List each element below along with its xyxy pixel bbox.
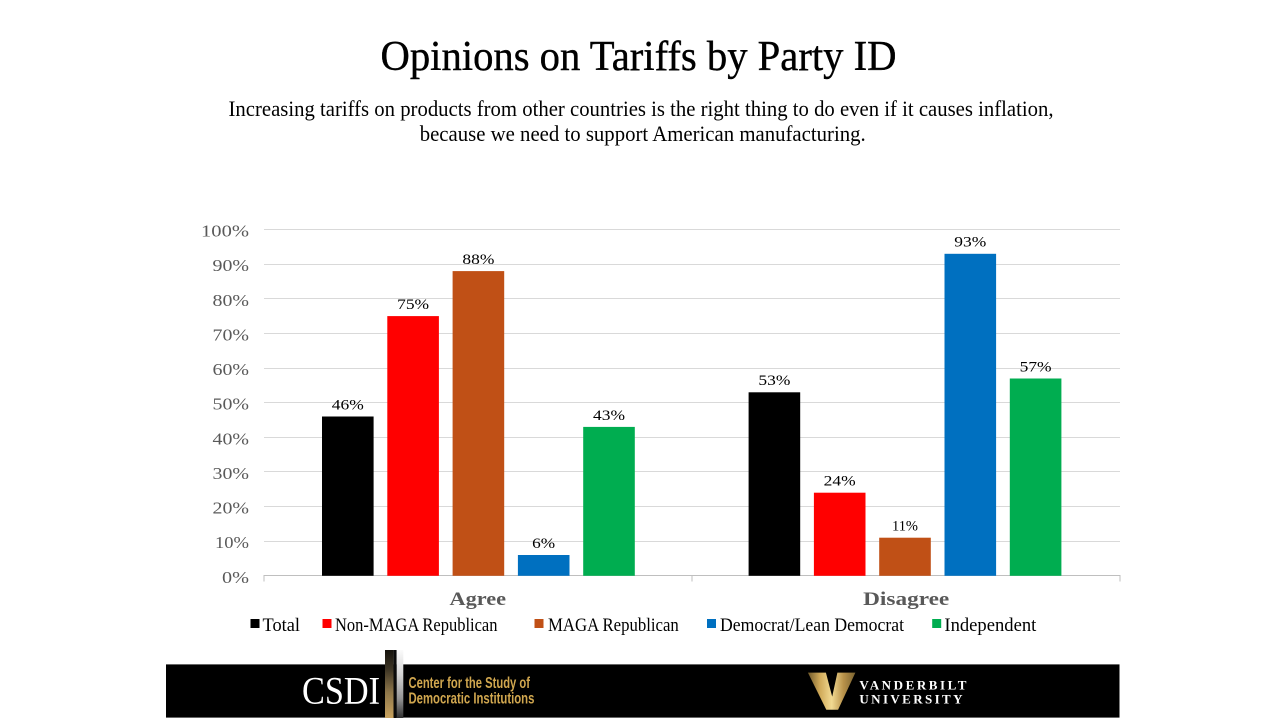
svg-text:0%: 0% <box>222 568 249 587</box>
svg-text:Democrat/Lean Democrat: Democrat/Lean Democrat <box>720 616 905 636</box>
svg-text:80%: 80% <box>213 291 250 310</box>
svg-text:6%: 6% <box>532 536 555 552</box>
svg-text:57%: 57% <box>1020 359 1052 375</box>
svg-text:40%: 40% <box>213 429 250 448</box>
svg-text:93%: 93% <box>954 235 986 251</box>
svg-text:10%: 10% <box>215 533 249 552</box>
svg-text:Increasing tariffs on products: Increasing tariffs on products from othe… <box>229 96 1054 121</box>
svg-text:MAGA Republican: MAGA Republican <box>548 616 679 636</box>
svg-text:70%: 70% <box>213 326 250 345</box>
svg-text:50%: 50% <box>213 395 250 414</box>
svg-text:75%: 75% <box>397 297 429 313</box>
svg-text:Democratic Institutions: Democratic Institutions <box>409 691 535 708</box>
svg-text:20%: 20% <box>213 499 250 518</box>
svg-text:53%: 53% <box>758 373 790 389</box>
svg-text:43%: 43% <box>593 408 625 424</box>
svg-text:Disagree: Disagree <box>863 590 949 610</box>
svg-text:88%: 88% <box>462 252 494 268</box>
svg-text:46%: 46% <box>332 397 364 413</box>
svg-text:Independent: Independent <box>944 616 1037 636</box>
svg-text:11%: 11% <box>892 519 918 535</box>
svg-text:CSDI: CSDI <box>302 670 380 713</box>
svg-text:100%: 100% <box>201 222 249 241</box>
svg-text:Opinions on Tariffs by Party I: Opinions on Tariffs by Party ID <box>381 34 897 80</box>
svg-text:Total: Total <box>263 616 301 636</box>
svg-text:Center for the Study of: Center for the Study of <box>409 675 531 692</box>
svg-text:because we need to support Ame: because we need to support American manu… <box>420 121 866 146</box>
svg-text:VANDERBILT: VANDERBILT <box>859 678 966 693</box>
svg-text:Non-MAGA Republican: Non-MAGA Republican <box>335 616 498 636</box>
svg-text:30%: 30% <box>213 464 250 483</box>
svg-text:24%: 24% <box>824 474 856 490</box>
svg-text:90%: 90% <box>213 256 250 275</box>
svg-text:Agree: Agree <box>450 590 507 610</box>
svg-text:60%: 60% <box>213 360 250 379</box>
